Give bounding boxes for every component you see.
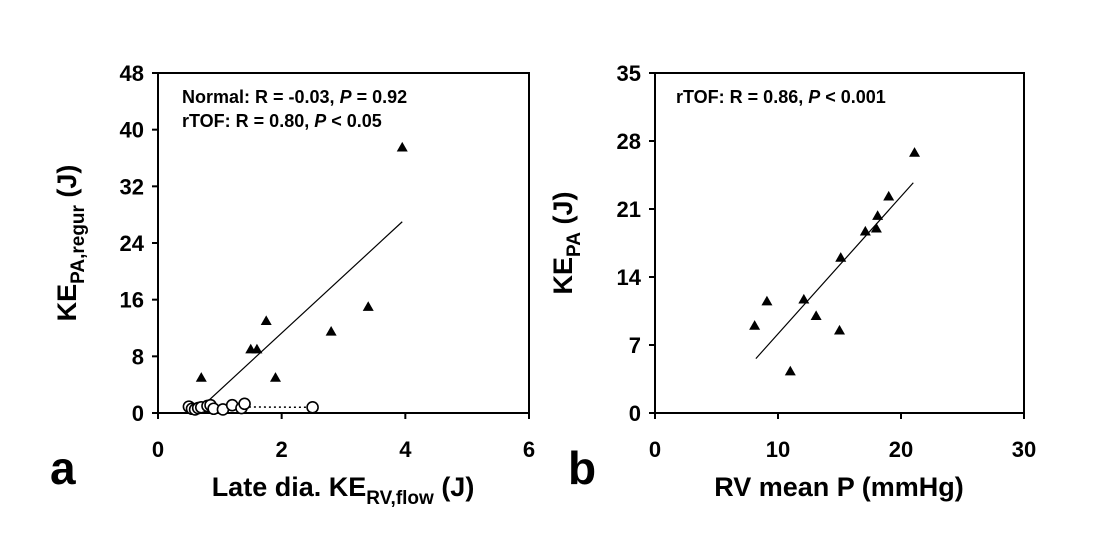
y-ticks-b: 0 7 14 21 28 35 — [617, 61, 655, 426]
triangle-point — [872, 210, 884, 220]
panel-b: 0 7 14 21 28 35 0 10 20 30 rTOF: R = 0.86, P < 0… — [548, 61, 1036, 502]
x-tick-label: 20 — [889, 437, 913, 462]
stat-normal: Normal: R = -0.03, P = 0.92 — [182, 87, 407, 107]
x-tick-label: 4 — [399, 437, 412, 462]
x-tick-label: 10 — [766, 437, 790, 462]
y-axis-title-b: KEPA (J) — [548, 192, 585, 295]
x-ticks-b: 0 10 20 30 — [649, 413, 1036, 462]
panel-letter-b: b — [568, 442, 596, 494]
stat-rtof-a: rTOF: R = 0.80, P < 0.05 — [182, 111, 382, 131]
y-tick-label: 14 — [617, 265, 642, 290]
triangle-point — [761, 295, 773, 306]
triangle-point — [325, 326, 337, 336]
triangle-point — [251, 343, 263, 354]
y-tick-label: 40 — [120, 118, 144, 143]
fit-lines-b — [755, 182, 914, 360]
y-tick-label: 24 — [120, 231, 145, 256]
x-tick-label: 2 — [276, 437, 288, 462]
triangle-point — [909, 147, 921, 157]
x-tick-label: 6 — [523, 437, 535, 462]
fit-line — [194, 221, 403, 414]
y-ticks-a: 0 8 16 24 32 40 48 — [120, 61, 158, 426]
y-tick-label: 21 — [617, 197, 641, 222]
triangle-point — [260, 315, 272, 326]
triangle-point — [784, 365, 796, 376]
triangle-point — [883, 190, 895, 201]
triangle-point — [870, 222, 882, 233]
y-tick-label: 0 — [132, 401, 144, 426]
triangle-point — [749, 320, 761, 330]
y-tick-label: 48 — [120, 61, 144, 86]
triangle-point — [798, 293, 810, 304]
x-axis-title-b: RV mean P (mmHg) — [714, 472, 964, 502]
stat-rtof-b: rTOF: R = 0.86, P < 0.001 — [676, 87, 886, 107]
plot-frame-b — [654, 72, 1025, 414]
triangle-point — [834, 324, 845, 335]
circle-point — [238, 397, 251, 411]
x-axis-title-a: Late dia. KERV,flow (J) — [212, 472, 475, 509]
x-tick-label: 0 — [152, 437, 164, 462]
y-tick-label: 0 — [629, 401, 641, 426]
data-points-a — [182, 141, 408, 416]
data-points-b — [749, 147, 921, 376]
y-tick-label: 35 — [617, 61, 641, 86]
panel-letter-a: a — [50, 442, 76, 494]
circle-point — [306, 401, 319, 414]
fit-line — [755, 182, 914, 360]
y-tick-label: 8 — [132, 344, 144, 369]
x-tick-label: 0 — [649, 437, 661, 462]
y-tick-label: 32 — [120, 174, 144, 199]
y-tick-label: 16 — [120, 288, 144, 313]
triangle-point — [859, 225, 871, 236]
triangle-point — [362, 301, 374, 311]
triangle-point — [396, 141, 408, 152]
triangle-point — [195, 372, 207, 382]
x-ticks-a: 0 2 4 6 — [152, 413, 535, 462]
y-tick-label: 7 — [629, 333, 641, 358]
triangle-point — [269, 372, 281, 382]
triangle-point — [835, 252, 847, 262]
y-axis-title-a: KEPA,regur (J) — [52, 165, 89, 322]
triangle-point — [810, 310, 822, 320]
fit-lines-a — [188, 221, 403, 414]
y-tick-label: 28 — [617, 129, 641, 154]
x-tick-label: 30 — [1012, 437, 1036, 462]
